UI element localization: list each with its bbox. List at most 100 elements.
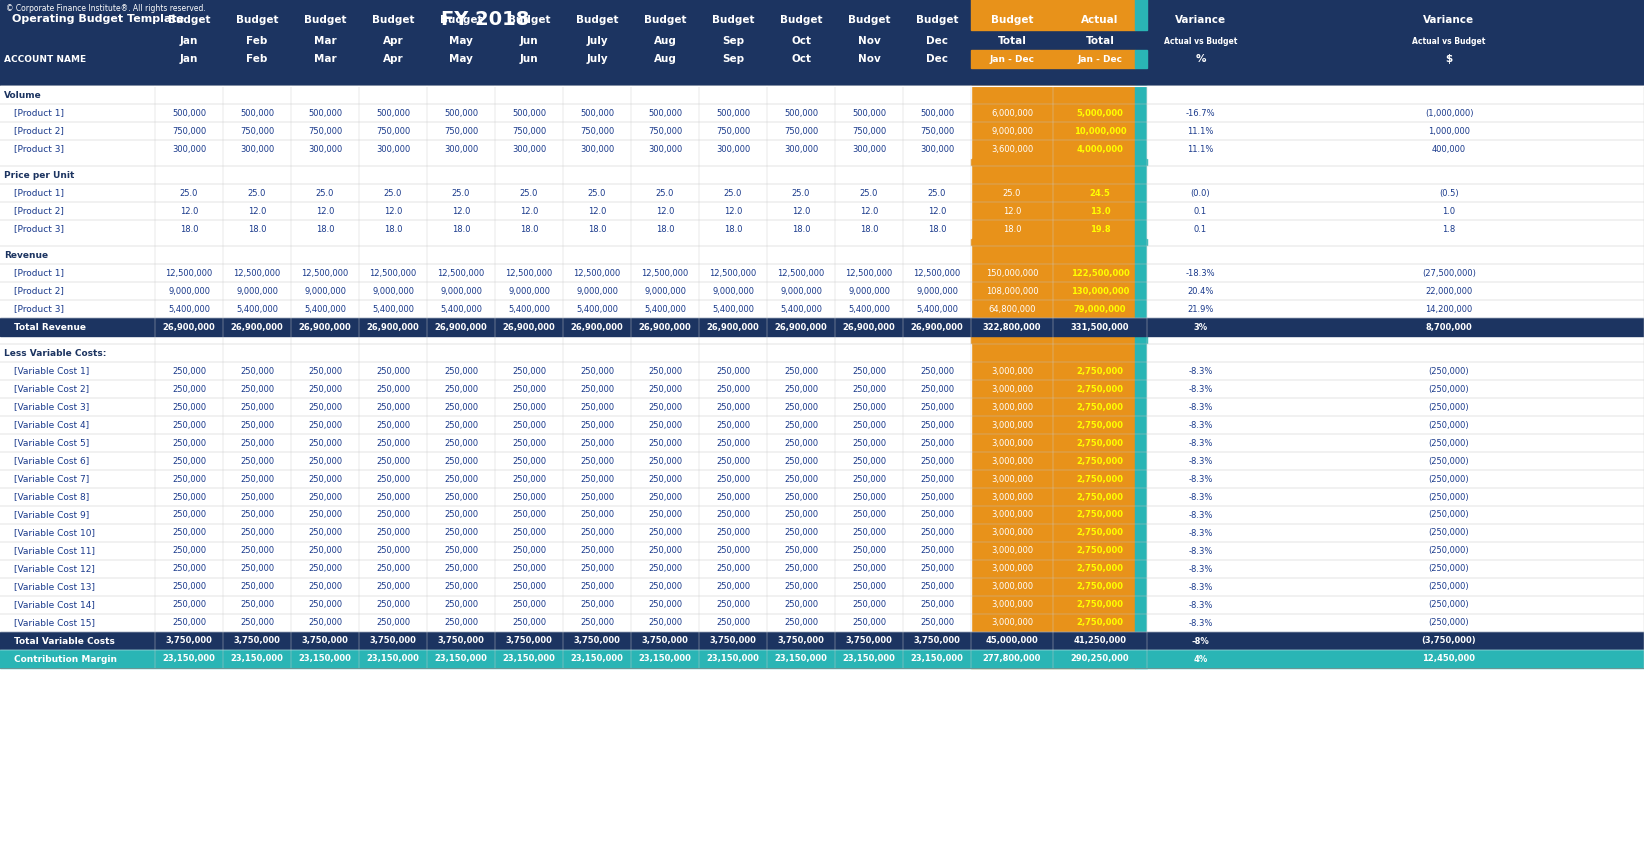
Text: 250,000: 250,000 (511, 474, 546, 484)
Text: Price per Unit: Price per Unit (3, 171, 74, 179)
Text: 5,400,000: 5,400,000 (508, 304, 551, 314)
Text: 2,750,000: 2,750,000 (1077, 529, 1123, 537)
Text: 250,000: 250,000 (852, 619, 886, 627)
Text: 41,250,000: 41,250,000 (1074, 637, 1126, 645)
Text: Aug: Aug (654, 54, 676, 64)
Bar (0, 650, 972, 668)
Text: -8.3%: -8.3% (1189, 600, 1213, 609)
Text: 12.0: 12.0 (589, 207, 607, 216)
Text: 12,500,000: 12,500,000 (437, 269, 485, 277)
Text: 250,000: 250,000 (784, 564, 819, 574)
Text: 250,000: 250,000 (307, 511, 342, 519)
Text: Actual vs Budget: Actual vs Budget (1412, 37, 1486, 46)
Text: 5,400,000: 5,400,000 (441, 304, 482, 314)
Text: 250,000: 250,000 (715, 384, 750, 394)
Text: (0.5): (0.5) (1438, 189, 1458, 197)
Text: -8.3%: -8.3% (1189, 492, 1213, 502)
Text: Dec: Dec (926, 36, 949, 46)
Text: 250,000: 250,000 (580, 529, 615, 537)
Text: 500,000: 500,000 (921, 109, 954, 117)
Text: 14,200,000: 14,200,000 (1425, 304, 1473, 314)
Text: Total Variable Costs: Total Variable Costs (15, 637, 115, 645)
Text: 250,000: 250,000 (307, 421, 342, 429)
Text: 250,000: 250,000 (444, 439, 478, 447)
Text: 5,400,000: 5,400,000 (575, 304, 618, 314)
Text: (250,000): (250,000) (1429, 511, 1470, 519)
Text: 12,500,000: 12,500,000 (709, 269, 756, 277)
Text: 5,400,000: 5,400,000 (237, 304, 278, 314)
Text: [Variable Cost 3]: [Variable Cost 3] (15, 403, 89, 411)
Text: (0.0): (0.0) (1190, 189, 1210, 197)
Text: 250,000: 250,000 (511, 619, 546, 627)
Text: 12.0: 12.0 (179, 207, 199, 216)
Text: Feb: Feb (247, 54, 268, 64)
Text: 250,000: 250,000 (648, 600, 682, 609)
Text: 5,400,000: 5,400,000 (779, 304, 822, 314)
Text: 5,400,000: 5,400,000 (712, 304, 755, 314)
Text: 250,000: 250,000 (784, 384, 819, 394)
Text: 322,800,000: 322,800,000 (983, 322, 1041, 332)
Text: 3,000,000: 3,000,000 (991, 474, 1032, 484)
Text: 250,000: 250,000 (444, 456, 478, 466)
Text: 750,000: 750,000 (376, 127, 409, 135)
Text: -8.3%: -8.3% (1189, 384, 1213, 394)
Bar (0, 300, 972, 318)
Text: 250,000: 250,000 (784, 403, 819, 411)
Text: 12.0: 12.0 (383, 207, 403, 216)
Text: [Variable Cost 10]: [Variable Cost 10] (15, 529, 95, 537)
Text: 13.0: 13.0 (1090, 207, 1110, 216)
Text: [Product 1]: [Product 1] (15, 189, 64, 197)
Text: 250,000: 250,000 (307, 529, 342, 537)
Text: 23,150,000: 23,150,000 (707, 654, 760, 664)
Text: Jan: Jan (179, 36, 199, 46)
Text: 18.0: 18.0 (656, 224, 674, 234)
Text: 300,000: 300,000 (648, 144, 682, 154)
Text: 12,500,000: 12,500,000 (914, 269, 960, 277)
Bar (972, 632, 1134, 650)
Text: 18.0: 18.0 (316, 224, 334, 234)
Text: 18.0: 18.0 (792, 224, 810, 234)
Text: 250,000: 250,000 (376, 600, 409, 609)
Bar (1148, 452, 1644, 470)
Text: 250,000: 250,000 (511, 384, 546, 394)
Text: 250,000: 250,000 (648, 511, 682, 519)
Text: 500,000: 500,000 (580, 109, 615, 117)
Text: 23,150,000: 23,150,000 (299, 654, 352, 664)
Text: (250,000): (250,000) (1429, 600, 1470, 609)
Text: 250,000: 250,000 (173, 564, 206, 574)
Text: 250,000: 250,000 (852, 582, 886, 592)
Text: 250,000: 250,000 (240, 456, 275, 466)
Text: 250,000: 250,000 (240, 421, 275, 429)
Text: 250,000: 250,000 (240, 529, 275, 537)
Text: 250,000: 250,000 (852, 456, 886, 466)
Text: 250,000: 250,000 (376, 582, 409, 592)
Bar (1148, 434, 1644, 452)
Text: 250,000: 250,000 (580, 582, 615, 592)
Text: 500,000: 500,000 (307, 109, 342, 117)
Text: 300,000: 300,000 (852, 144, 886, 154)
Text: [Variable Cost 1]: [Variable Cost 1] (15, 366, 89, 376)
Text: 12.0: 12.0 (927, 207, 947, 216)
Text: (250,000): (250,000) (1429, 456, 1470, 466)
Text: -8.3%: -8.3% (1189, 439, 1213, 447)
Text: Less Variable Costs:: Less Variable Costs: (3, 348, 107, 358)
Text: 3,600,000: 3,600,000 (991, 144, 1032, 154)
Text: 750,000: 750,000 (307, 127, 342, 135)
Text: 250,000: 250,000 (852, 366, 886, 376)
Text: 290,250,000: 290,250,000 (1070, 654, 1129, 664)
Text: 26,900,000: 26,900,000 (163, 322, 215, 332)
Text: 250,000: 250,000 (307, 547, 342, 556)
Text: 250,000: 250,000 (511, 529, 546, 537)
Text: 12.0: 12.0 (316, 207, 334, 216)
Bar (0, 434, 972, 452)
Text: 250,000: 250,000 (852, 564, 886, 574)
Text: (250,000): (250,000) (1429, 529, 1470, 537)
Text: 2,750,000: 2,750,000 (1077, 511, 1123, 519)
Text: 18.0: 18.0 (723, 224, 741, 234)
Text: 250,000: 250,000 (648, 474, 682, 484)
Text: 25.0: 25.0 (927, 189, 947, 197)
Text: 3,750,000: 3,750,000 (574, 637, 620, 645)
Text: 3,750,000: 3,750,000 (370, 637, 416, 645)
Bar (0, 220, 972, 238)
Text: [Variable Cost 6]: [Variable Cost 6] (15, 456, 89, 466)
